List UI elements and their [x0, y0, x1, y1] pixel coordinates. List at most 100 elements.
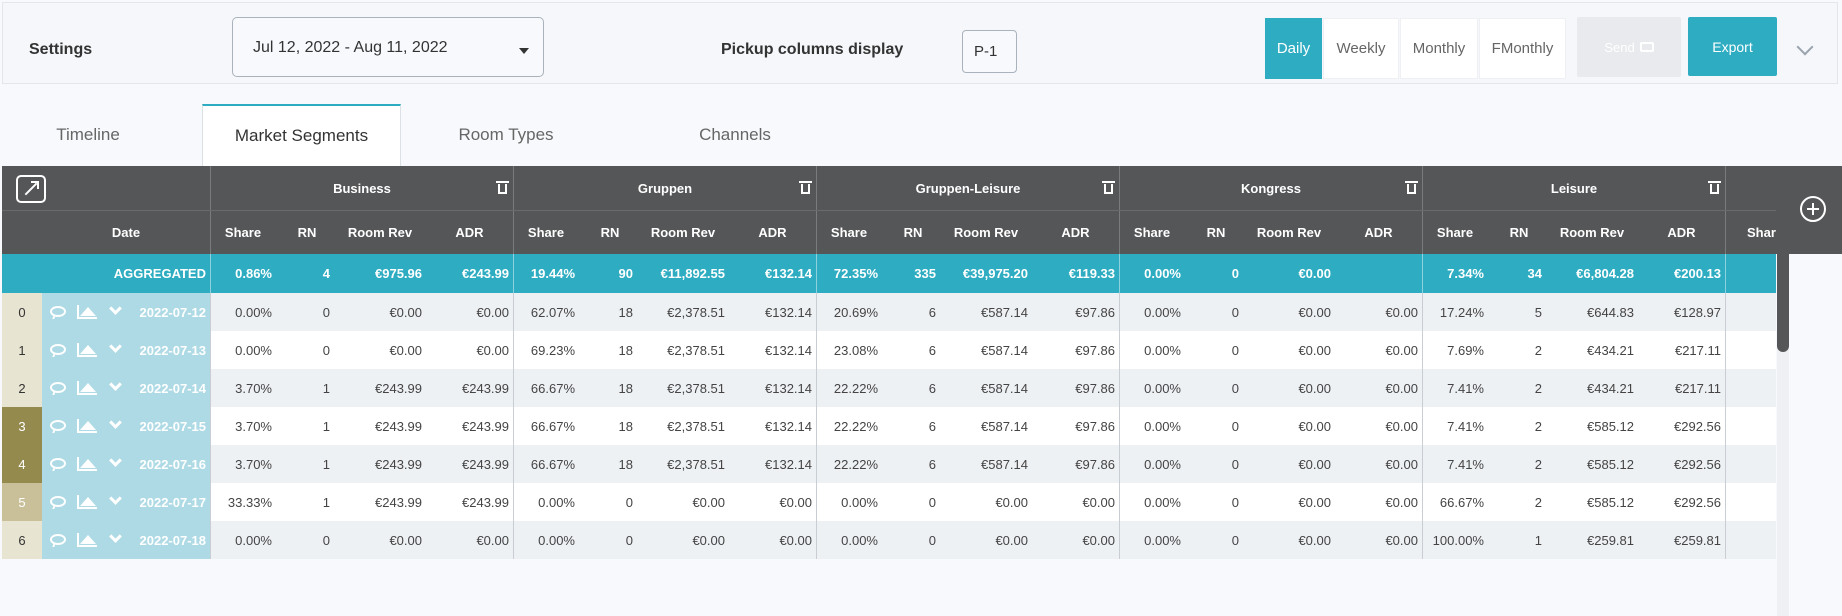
column-header-room-rev[interactable]: Room Rev [650, 225, 716, 240]
table-cell: €0.00 [692, 532, 725, 548]
area-chart-icon[interactable] [77, 343, 97, 357]
row-date[interactable]: 2022-07-14 [139, 381, 207, 396]
chevron-down-icon[interactable] [1796, 38, 1814, 56]
area-chart-icon[interactable] [77, 419, 97, 433]
column-header-adr[interactable]: ADR [455, 225, 484, 240]
column-header-adr[interactable]: ADR [1364, 225, 1393, 240]
table-row[interactable]: 1 2022-07-13 0.00% 0 €0.00 €0.00 69.23% 18 €2,37… [2, 331, 1776, 369]
column-header-rn[interactable]: RN [600, 225, 620, 240]
column-header-rn[interactable]: RN [1206, 225, 1226, 240]
column-header-adr[interactable]: ADR [758, 225, 787, 240]
row-date[interactable]: 2022-07-18 [139, 533, 207, 548]
add-circle-icon[interactable] [1800, 196, 1826, 222]
comment-icon[interactable] [50, 382, 66, 393]
view-weekly-button[interactable]: Weekly [1323, 18, 1399, 79]
table-cell: €243.99 [375, 418, 422, 434]
trash-icon[interactable] [496, 181, 509, 194]
trash-icon[interactable] [1102, 181, 1115, 194]
column-header-rn[interactable]: RN [1509, 225, 1529, 240]
trash-icon[interactable] [1708, 181, 1721, 194]
table-cell: €587.14 [981, 342, 1028, 358]
table-cell: €0.00 [1082, 494, 1115, 510]
comment-icon[interactable] [50, 458, 66, 469]
group-divider [1119, 211, 1120, 254]
table-cell: €0.00 [779, 532, 812, 548]
tab-room-types[interactable]: Room Types [458, 125, 554, 144]
chevron-down-icon[interactable] [109, 454, 122, 467]
row-date[interactable]: 2022-07-15 [139, 419, 207, 434]
table-cell: 18 [618, 418, 633, 434]
column-header-share[interactable]: Share [830, 225, 868, 240]
column-header-share[interactable]: Share [1436, 225, 1474, 240]
column-header-adr[interactable]: ADR [1061, 225, 1090, 240]
table-row[interactable]: 4 2022-07-16 3.70% 1 €243.99 €243.99 66.67% 18 €… [2, 445, 1776, 483]
comment-icon[interactable] [50, 306, 66, 317]
comment-icon[interactable] [50, 534, 66, 545]
column-header-room-rev[interactable]: Room Rev [347, 225, 413, 240]
row-date[interactable]: 2022-07-16 [139, 457, 207, 472]
column-header-share[interactable]: Share [1133, 225, 1171, 240]
column-header-share[interactable]: Share [527, 225, 565, 240]
area-chart-icon[interactable] [77, 457, 97, 471]
send-label: Send [1604, 39, 1635, 55]
area-chart-icon[interactable] [77, 533, 97, 547]
group-divider [1725, 521, 1726, 559]
date-column-header[interactable]: Date [111, 225, 141, 240]
pickup-columns-input[interactable]: P-1 [962, 30, 1017, 73]
chevron-down-icon[interactable] [109, 378, 122, 391]
send-button[interactable]: Send [1577, 17, 1681, 77]
table-cell: €0.00 [1298, 494, 1331, 510]
comment-icon[interactable] [50, 344, 66, 355]
table-cell: €0.00 [995, 532, 1028, 548]
column-header-room-rev[interactable]: Room Rev [953, 225, 1019, 240]
table-row[interactable]: 6 2022-07-18 0.00% 0 €0.00 €0.00 0.00% 0 €0.00 €0… [2, 521, 1776, 559]
column-header-rn[interactable]: RN [297, 225, 317, 240]
row-date[interactable]: 2022-07-17 [139, 495, 207, 510]
chevron-down-icon[interactable] [109, 530, 122, 543]
table-cell: 7.41% [1447, 418, 1484, 434]
column-header-room-rev[interactable]: Room Rev [1559, 225, 1625, 240]
comment-icon[interactable] [50, 420, 66, 431]
table-cell: 0 [1231, 532, 1239, 548]
expand-icon[interactable] [16, 175, 46, 203]
aggregated-cell: 90 [618, 266, 633, 281]
column-header-rn[interactable]: RN [903, 225, 923, 240]
aggregated-cell: €11,892.55 [660, 266, 725, 281]
view-monthly-button[interactable]: Monthly [1400, 18, 1478, 79]
segment-header-leisure: Leisure [1422, 166, 1725, 210]
column-header-room-rev[interactable]: Room Rev [1256, 225, 1322, 240]
row-index: 3 [2, 407, 42, 445]
trash-icon[interactable] [1405, 181, 1418, 194]
comment-icon[interactable] [50, 496, 66, 507]
trash-icon[interactable] [799, 181, 812, 194]
table-cell: €243.99 [462, 456, 509, 472]
table-row[interactable]: 5 2022-07-17 33.33% 1 €243.99 €243.99 0.00% 0 €0… [2, 483, 1776, 521]
date-range-select[interactable]: Jul 12, 2022 - Aug 11, 2022 [232, 17, 544, 77]
view-fmonthly-button[interactable]: FMonthly [1479, 18, 1566, 79]
row-date[interactable]: 2022-07-13 [139, 343, 207, 358]
column-header-share[interactable]: Share [1747, 225, 1776, 240]
aggregated-cell: €132.14 [765, 266, 812, 281]
chevron-down-icon[interactable] [109, 302, 122, 315]
view-daily-button[interactable]: Daily [1265, 18, 1322, 79]
tab-timeline[interactable]: Timeline [56, 125, 120, 144]
table-row[interactable]: 3 2022-07-15 3.70% 1 €243.99 €243.99 66.67% 18 €… [2, 407, 1776, 445]
tab-market-segments[interactable]: Market Segments [202, 104, 401, 166]
segment-header-gruppen-leisure: Gruppen-Leisure [816, 166, 1119, 210]
area-chart-icon[interactable] [77, 495, 97, 509]
table-row[interactable]: 0 2022-07-12 0.00% 0 €0.00 €0.00 62.07% 18 €2,37… [2, 293, 1776, 331]
table-cell: €2,378.51 [667, 342, 725, 358]
export-button[interactable]: Export [1688, 17, 1777, 76]
column-header-adr[interactable]: ADR [1667, 225, 1696, 240]
chevron-down-icon[interactable] [109, 416, 122, 429]
table-row[interactable]: 2 2022-07-14 3.70% 1 €243.99 €243.99 66.67% 18 €… [2, 369, 1776, 407]
chevron-down-icon[interactable] [109, 492, 122, 505]
row-date[interactable]: 2022-07-12 [139, 305, 207, 320]
group-divider [1422, 331, 1423, 369]
chevron-down-icon[interactable] [109, 340, 122, 353]
area-chart-icon[interactable] [77, 381, 97, 395]
column-header-share[interactable]: Share [224, 225, 262, 240]
area-chart-icon[interactable] [77, 305, 97, 319]
tab-channels[interactable]: Channels [699, 125, 771, 144]
table-cell: 0 [928, 532, 936, 548]
